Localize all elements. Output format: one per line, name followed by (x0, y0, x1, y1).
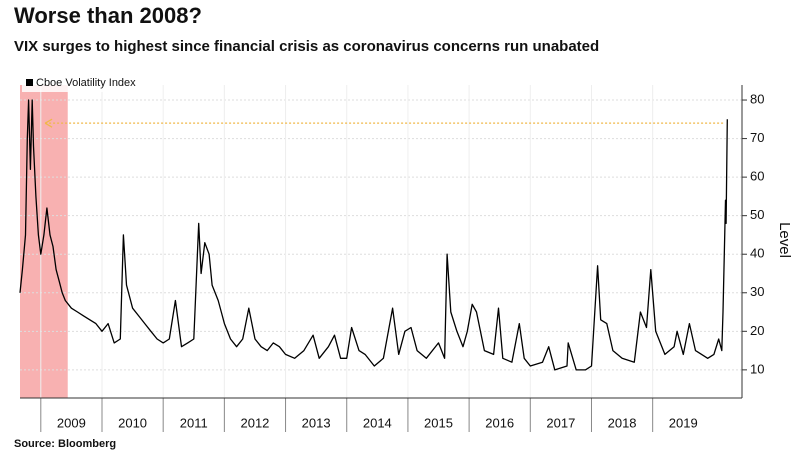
x-tick-label: 2019 (669, 415, 698, 430)
y-tick-label: 70 (750, 130, 764, 145)
x-tick-label: 2010 (118, 415, 147, 430)
x-tick-label: 2012 (240, 415, 269, 430)
x-tick-label: 2014 (363, 415, 392, 430)
y-tick-label: 60 (750, 169, 764, 184)
x-tick-label: 2009 (57, 415, 86, 430)
y-axis-label: Level (776, 222, 793, 258)
y-tick-label: 30 (750, 284, 764, 299)
y-tick-label: 50 (750, 207, 764, 222)
series-line (19, 99, 728, 371)
legend-label: Cboe Volatility Index (36, 77, 136, 89)
y-tick-label: 80 (750, 91, 764, 106)
legend-background (22, 74, 154, 92)
x-tick-label: 2018 (608, 415, 637, 430)
reference-arrow (44, 118, 53, 128)
source: Source: Bloomberg (14, 438, 116, 450)
x-tick-label: 2016 (485, 415, 514, 430)
x-tick-label: 2015 (424, 415, 453, 430)
x-tick-label: 2011 (180, 415, 208, 430)
chart-subtitle: VIX surges to highest since financial cr… (14, 38, 599, 55)
y-tick-label: 40 (750, 246, 764, 261)
x-tick-label: 2013 (302, 415, 331, 430)
chart-title: Worse than 2008? (14, 3, 202, 28)
y-tick-label: 20 (750, 323, 764, 338)
legend-swatch (26, 79, 33, 86)
y-tick-label: 10 (750, 361, 764, 376)
x-tick-label: 2017 (546, 415, 575, 430)
